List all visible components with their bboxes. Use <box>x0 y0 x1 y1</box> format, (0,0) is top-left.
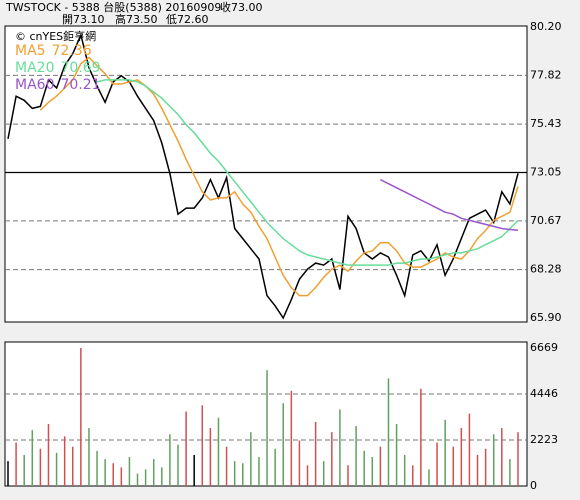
legend-name: MA60 <box>15 77 54 93</box>
ma-line <box>39 56 519 297</box>
volume-bar <box>31 430 34 486</box>
volume-bar <box>436 442 438 486</box>
source-label: © cnYES鉅亨網 <box>15 29 96 43</box>
volume-bar <box>363 450 365 486</box>
volume-bar <box>128 457 131 486</box>
y-tick-label: 6669 <box>530 341 558 354</box>
y-tick-label: 2223 <box>530 433 558 446</box>
volume-panel <box>4 341 528 487</box>
volume-bar <box>371 457 374 486</box>
volume-bar <box>290 390 293 486</box>
volume-bar <box>185 411 187 486</box>
volume-bar <box>387 378 390 486</box>
header-low: 低72.60 <box>166 13 209 26</box>
y-tick-label: 77.82 <box>530 68 562 81</box>
volume-bar <box>274 448 276 486</box>
volume-bar <box>298 440 301 486</box>
volume-bar <box>104 459 106 486</box>
header-high: 高73.50 <box>115 12 158 26</box>
ma-line <box>380 178 519 232</box>
volume-bar <box>152 459 155 486</box>
price-line <box>7 32 519 320</box>
volume-bar <box>355 425 357 486</box>
y-tick-label: 0 <box>530 479 537 492</box>
header-open: 開73.10 <box>62 13 105 26</box>
volume-bar <box>331 432 333 486</box>
volume-bar <box>452 446 454 486</box>
y-tick-label: 75.43 <box>530 117 562 130</box>
volume-bar <box>233 461 236 486</box>
header-close: 收73.00 <box>220 0 263 14</box>
volume-bar <box>444 419 446 486</box>
volume-bar <box>306 465 309 486</box>
volume-bar <box>47 423 50 486</box>
volume-bar <box>395 423 398 486</box>
volume-bar <box>63 436 66 486</box>
header-title: TWSTOCK - 5388 台股(5388) 20160909 <box>5 0 221 14</box>
volume-bar <box>136 473 139 486</box>
volume-bar <box>509 459 511 486</box>
legend-name: MA20 <box>15 60 54 76</box>
legend-name: MA5 <box>15 43 46 59</box>
volume-bar <box>209 428 212 486</box>
volume-bar <box>501 428 503 486</box>
volume-bar <box>428 469 430 486</box>
volume-bar <box>282 403 284 486</box>
legend-value: 70.21 <box>60 77 100 93</box>
y-tick-label: 73.05 <box>530 166 562 179</box>
ma-line <box>96 79 519 266</box>
y-tick-label: 70.67 <box>530 214 562 227</box>
volume-bar <box>169 434 171 486</box>
volume-bar <box>96 450 98 486</box>
volume-bar <box>193 454 195 486</box>
volume-bar <box>72 446 74 486</box>
volume-bar <box>379 446 382 486</box>
legend-value: 70.69 <box>60 60 100 76</box>
volume-bar <box>476 454 479 486</box>
volume-bar <box>460 428 463 486</box>
volume-bar <box>484 448 487 486</box>
volume-bar <box>177 444 179 486</box>
volume-bar <box>217 417 220 486</box>
legend-entry: MA20 70.69 <box>15 60 101 76</box>
volume-bar <box>266 370 268 486</box>
volume-bar <box>120 467 123 486</box>
volume-bar <box>7 461 9 486</box>
volume-bar <box>144 469 147 486</box>
volume-bar <box>420 388 422 486</box>
legend-entry: MA60 70.21 <box>15 77 101 93</box>
volume-bar <box>88 428 90 486</box>
legend-entry: MA5 72.36 <box>15 43 92 59</box>
volume-bar <box>201 405 204 486</box>
y-tick-label: 65.90 <box>530 311 562 324</box>
volume-bar <box>258 457 260 486</box>
volume-bar <box>225 446 228 486</box>
y-tick-label: 68.28 <box>530 263 562 276</box>
volume-bar <box>314 421 317 486</box>
volume-bar <box>242 463 244 486</box>
volume-bar <box>492 434 495 486</box>
volume-bar <box>15 442 17 486</box>
y-tick-label: 4446 <box>530 387 558 400</box>
volume-bar <box>250 432 252 486</box>
volume-bar <box>55 452 58 486</box>
volume-bar <box>23 454 25 486</box>
volume-bar <box>339 409 341 486</box>
volume-bar <box>322 461 325 486</box>
volume-bar <box>161 467 163 486</box>
y-tick-label: 80.20 <box>530 20 562 33</box>
volume-bar <box>80 348 82 486</box>
volume-bar <box>347 465 349 486</box>
volume-bar <box>412 465 414 486</box>
volume-bar <box>517 432 519 486</box>
legend-value: 72.36 <box>52 43 92 59</box>
volume-bar <box>403 454 406 486</box>
volume-bar <box>39 448 42 486</box>
volume-bar <box>468 413 471 486</box>
volume-bar <box>112 463 114 486</box>
